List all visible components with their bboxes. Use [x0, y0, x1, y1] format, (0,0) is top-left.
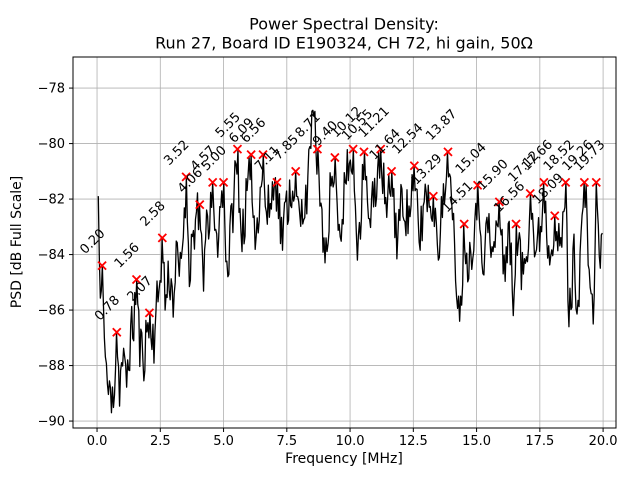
y-tick-label: −84 — [38, 248, 65, 263]
peak-marker — [386, 166, 397, 176]
x-axis-label: Frequency [MHz] — [285, 451, 403, 467]
x-tick-label: 15.0 — [462, 434, 491, 449]
peak-marker — [272, 177, 282, 188]
x-tick-label: 7.5 — [276, 434, 297, 449]
peak-marker — [258, 150, 268, 160]
peak-marker — [511, 219, 521, 229]
peak-marker — [472, 180, 483, 190]
peak-marker — [550, 211, 560, 221]
y-axis-label: PSD [dB Full Scale] — [9, 175, 25, 309]
x-tick-label: 17.5 — [525, 434, 554, 449]
plot-border — [72, 56, 617, 429]
y-tick-label: −90 — [38, 415, 65, 430]
x-tick-label: 5.0 — [213, 434, 234, 449]
peak-frequency-annotation: 16.56 — [491, 179, 528, 216]
y-tick-label: −86 — [38, 304, 65, 319]
y-tick-label: −88 — [38, 359, 65, 374]
peak-marker — [330, 152, 340, 163]
peak-marker — [181, 172, 191, 182]
peak-marker — [428, 191, 438, 201]
x-tick-label: 20.0 — [589, 434, 618, 449]
peak-marker — [112, 327, 122, 337]
peak-marker — [409, 161, 419, 171]
peak-marker — [579, 177, 590, 188]
peak-marker — [195, 199, 205, 210]
y-tick-label: −80 — [38, 137, 65, 152]
peak-marker — [459, 219, 469, 229]
x-tick-label: 2.5 — [150, 434, 171, 449]
x-tick-label: 0.0 — [87, 434, 108, 449]
peak-marker — [591, 177, 601, 188]
peak-frequency-annotation: 18.09 — [530, 171, 567, 208]
chart-title-line2: Run 27, Board ID E190324, CH 72, hi gain… — [155, 33, 533, 53]
psd-trace — [97, 109, 603, 414]
peak-marker — [208, 177, 218, 188]
peak-marker — [561, 177, 571, 188]
peak-marker — [232, 144, 243, 154]
x-tick-label: 10.0 — [336, 434, 365, 449]
peak-marker — [131, 274, 142, 285]
peak-marker — [144, 308, 155, 318]
x-tick-label: 12.5 — [399, 434, 428, 449]
peak-frequency-annotation: 1.56 — [112, 240, 143, 271]
chart-title-line1: Power Spectral Density: — [249, 14, 439, 34]
peak-frequency-annotation: 13.87 — [423, 107, 460, 144]
peak-frequency-annotation: 0.20 — [77, 226, 108, 257]
peak-marker — [359, 147, 369, 157]
peak-frequency-annotation: 2.07 — [125, 274, 156, 305]
y-tick-label: −78 — [38, 82, 65, 97]
peak-marker — [246, 150, 256, 160]
peak-marker — [157, 233, 167, 243]
peak-marker — [348, 144, 358, 154]
peak-marker — [494, 197, 504, 207]
peak-marker — [218, 177, 229, 188]
y-tick-label: −82 — [38, 193, 65, 208]
peak-frequency-annotation: 15.04 — [453, 140, 490, 177]
peak-marker — [376, 144, 386, 154]
peak-marker — [443, 147, 453, 157]
peak-marker — [525, 188, 535, 199]
peak-marker — [97, 261, 107, 271]
peak-marker — [312, 144, 323, 154]
peak-marker — [539, 177, 549, 188]
peak-frequency-annotation: 2.58 — [138, 199, 169, 230]
peak-marker — [291, 166, 301, 176]
